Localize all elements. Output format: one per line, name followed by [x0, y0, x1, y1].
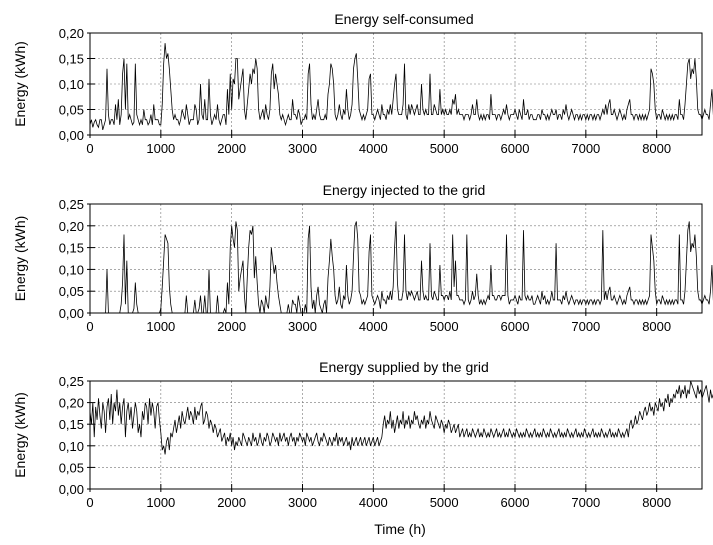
- x-tick-label: 6000: [501, 141, 530, 156]
- plot-frame: [89, 203, 703, 314]
- chart-panel-1: 0,00 0,05 0,10 0,15 0,20 0 1000 2000 3000 4000 500…: [12, 11, 713, 156]
- y-tick-label: 0,25: [59, 197, 84, 212]
- chart-title: Energy self-consumed: [334, 11, 473, 27]
- y-tick-label: 0,20: [59, 26, 84, 41]
- y-tick-label: 0,15: [59, 52, 84, 67]
- y-tick-label: 0,05: [59, 460, 84, 475]
- x-tick-label: 1000: [146, 495, 175, 510]
- y-tick-label: 0,10: [59, 77, 84, 92]
- y-axis-label: Energy (kWh): [12, 216, 28, 302]
- x-tick-label: 3000: [288, 495, 317, 510]
- plot-frame: [89, 380, 703, 490]
- y-tick-label: 0,00: [59, 128, 84, 143]
- y-tick-label: 0,05: [59, 284, 84, 299]
- x-tick-label: 8000: [642, 495, 671, 510]
- chart-panel-3: 0,00 0,05 0,10 0,15 0,20 0,25 0 1000 2000 3000 400…: [12, 359, 713, 510]
- x-tick-label: 0: [86, 319, 93, 334]
- chart-panel-2: 0,00 0,05 0,10 0,15 0,20 0,25 0 1000 2000 3000 400…: [12, 182, 713, 334]
- y-tick-label: 0,10: [59, 262, 84, 277]
- x-tick-label: 0: [86, 495, 93, 510]
- x-tick-label: 0: [86, 141, 93, 156]
- y-tick-label: 0,25: [59, 374, 84, 389]
- chart-title: Energy injected to the grid: [323, 182, 486, 198]
- series-line: [90, 221, 713, 314]
- series-line: [89, 380, 713, 455]
- x-tick-label: 1000: [146, 141, 175, 156]
- x-tick-label: 4000: [359, 319, 388, 334]
- x-tick-label: 5000: [430, 495, 459, 510]
- y-tick-label: 0,20: [59, 219, 84, 234]
- x-tick-label: 3000: [288, 141, 317, 156]
- x-tick-label: 5000: [430, 141, 459, 156]
- x-tick-label: 8000: [642, 141, 671, 156]
- x-tick-label: 2000: [217, 319, 246, 334]
- x-tick-label: 4000: [359, 495, 388, 510]
- chart-title: Energy supplied by the grid: [319, 359, 489, 375]
- x-tick-label: 6000: [501, 319, 530, 334]
- x-tick-label: 2000: [217, 141, 246, 156]
- y-tick-label: 0,05: [59, 103, 84, 118]
- x-tick-label: 6000: [501, 495, 530, 510]
- x-tick-label: 7000: [571, 495, 600, 510]
- y-tick-label: 0,00: [59, 482, 84, 497]
- y-tick-label: 0,15: [59, 241, 84, 256]
- x-tick-label: 5000: [430, 319, 459, 334]
- x-tick-label: 7000: [571, 319, 600, 334]
- x-tick-label: 7000: [571, 141, 600, 156]
- y-axis-label: Energy (kWh): [12, 392, 28, 478]
- y-tick-label: 0,10: [59, 439, 84, 454]
- x-tick-label: 8000: [642, 319, 671, 334]
- y-tick-label: 0,20: [59, 396, 84, 411]
- series-line: [89, 43, 713, 131]
- y-tick-label: 0,15: [59, 417, 84, 432]
- x-tick-label: 4000: [359, 141, 388, 156]
- y-axis-label: Energy (kWh): [12, 41, 28, 127]
- x-tick-label: 3000: [288, 319, 317, 334]
- x-tick-label: 2000: [217, 495, 246, 510]
- y-tick-label: 0,00: [59, 306, 84, 321]
- x-tick-label: 1000: [146, 319, 175, 334]
- x-axis-label: Time (h): [374, 521, 426, 537]
